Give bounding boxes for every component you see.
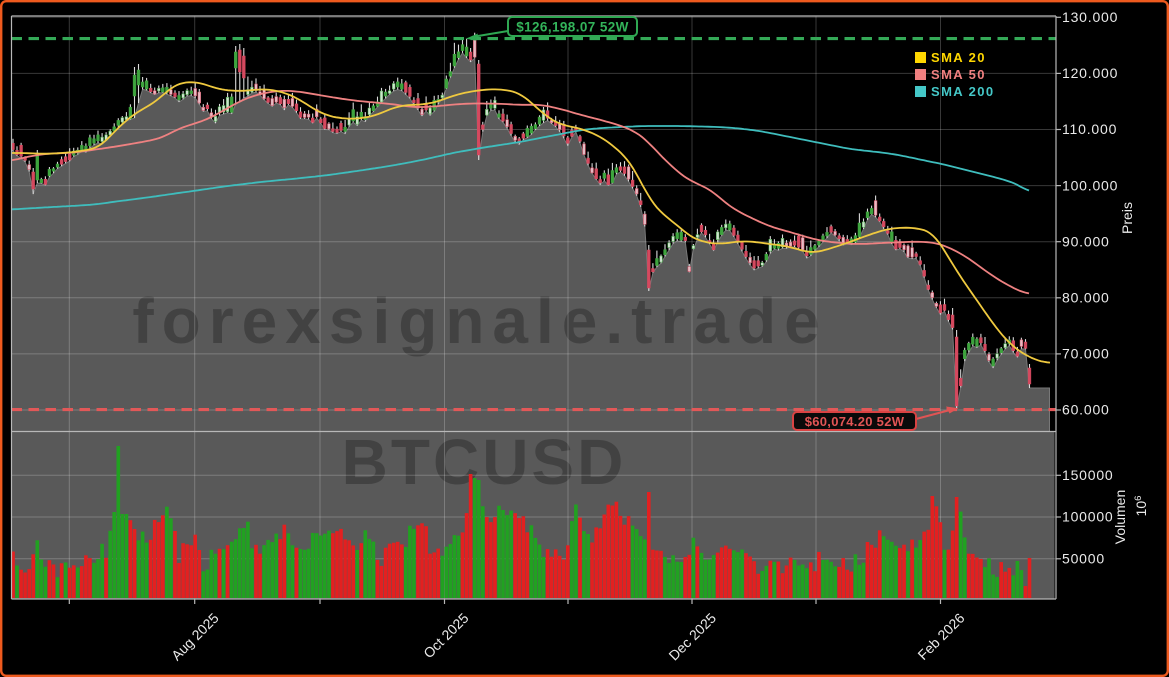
svg-text:SMA 200: SMA 200 — [931, 84, 995, 99]
svg-text:150000: 150000 — [1062, 467, 1114, 483]
svg-text:SMA 20: SMA 20 — [931, 50, 986, 65]
svg-text:$126,198.07 52W: $126,198.07 52W — [516, 20, 629, 35]
svg-text:BTCUSD: BTCUSD — [342, 426, 627, 498]
svg-text:forexsignale.trade: forexsignale.trade — [132, 285, 827, 357]
svg-text:Preis: Preis — [1119, 202, 1135, 234]
svg-text:100.000: 100.000 — [1062, 177, 1118, 193]
svg-text:50000: 50000 — [1062, 551, 1105, 567]
svg-text:120.000: 120.000 — [1062, 65, 1118, 81]
svg-text:70.000: 70.000 — [1062, 346, 1110, 362]
svg-text:80.000: 80.000 — [1062, 290, 1110, 306]
svg-text:100000: 100000 — [1062, 509, 1114, 525]
svg-text:Volumen: Volumen — [1112, 490, 1128, 544]
svg-text:$60,074.20 52W: $60,074.20 52W — [805, 414, 905, 429]
svg-text:110.000: 110.000 — [1062, 121, 1117, 137]
svg-text:SMA 50: SMA 50 — [931, 67, 986, 82]
svg-text:130.000: 130.000 — [1062, 9, 1118, 25]
svg-text:90.000: 90.000 — [1062, 233, 1110, 249]
svg-text:60.000: 60.000 — [1062, 402, 1110, 418]
